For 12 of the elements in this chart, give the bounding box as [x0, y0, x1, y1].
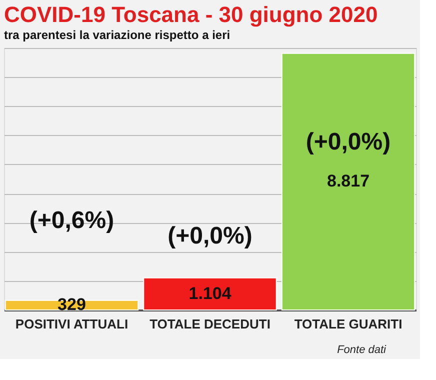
annotation: (+0,0%) — [168, 222, 252, 250]
data-label: 329 — [58, 295, 86, 314]
x-tick-label: TOTALE DECEDUTI — [150, 316, 270, 332]
annotation: (+0,6%) — [29, 206, 114, 234]
x-tick-label: POSITIVI ATTUALI — [15, 316, 128, 332]
chart-subtitle: tra parentesi la variazione rispetto a ieri — [4, 28, 230, 42]
annotation: (+0,0%) — [306, 128, 391, 156]
chart-title: COVID-19 Toscana - 30 giugno 2020 — [4, 2, 378, 27]
source-note: Fonte dati — [337, 344, 387, 356]
x-tick-label: TOTALE GUARITI — [294, 316, 402, 332]
data-label: 1.104 — [188, 284, 232, 303]
data-label: 8.817 — [326, 172, 370, 191]
